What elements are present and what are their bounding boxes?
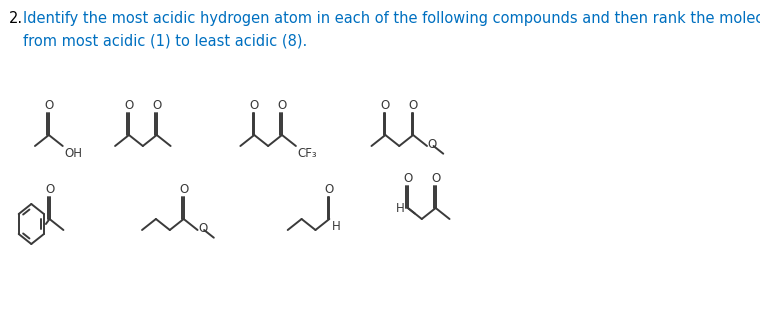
Text: O: O [408, 99, 418, 112]
Text: OH: OH [64, 147, 82, 160]
Text: O: O [428, 138, 437, 152]
Text: CF₃: CF₃ [297, 147, 317, 160]
Text: O: O [404, 172, 413, 185]
Text: O: O [179, 183, 188, 196]
Text: O: O [325, 183, 334, 196]
Text: O: O [198, 223, 207, 236]
Text: O: O [277, 99, 287, 112]
Text: O: O [152, 99, 161, 112]
Text: O: O [45, 183, 54, 196]
Text: O: O [249, 99, 259, 112]
Text: Identify the most acidic hydrogen atom in each of the following compounds and th: Identify the most acidic hydrogen atom i… [24, 11, 760, 48]
Text: O: O [44, 99, 53, 112]
Text: O: O [431, 172, 440, 185]
Text: H: H [396, 202, 405, 215]
Text: O: O [381, 99, 390, 112]
Text: O: O [125, 99, 134, 112]
Text: H: H [331, 220, 340, 233]
Text: 2.: 2. [9, 11, 23, 26]
